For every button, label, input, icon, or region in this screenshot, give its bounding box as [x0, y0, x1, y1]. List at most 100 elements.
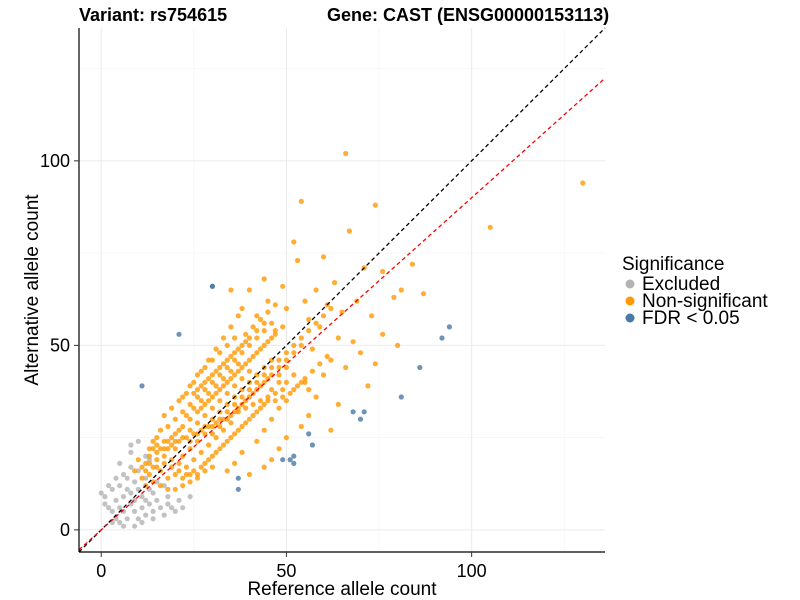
point-non-significant: [191, 457, 197, 463]
point-excluded: [187, 494, 193, 500]
point-non-significant: [183, 412, 189, 419]
point-excluded: [154, 479, 160, 485]
point-excluded: [172, 508, 178, 514]
point-non-significant: [217, 387, 223, 393]
point-non-significant: [243, 361, 249, 367]
point-fdr-0-05: [291, 460, 297, 466]
point-non-significant: [265, 309, 271, 315]
point-non-significant: [232, 431, 238, 437]
point-non-significant: [232, 409, 238, 415]
legend-label-fdr-0-05: FDR < 0.05: [642, 308, 740, 329]
point-non-significant: [165, 423, 171, 430]
point-non-significant: [246, 357, 252, 363]
point-non-significant: [265, 398, 271, 404]
x-tick-label: 50: [276, 561, 296, 581]
point-non-significant: [276, 446, 282, 452]
point-non-significant: [220, 383, 227, 389]
point-non-significant: [213, 390, 219, 396]
point-non-significant: [291, 372, 297, 378]
point-non-significant: [202, 387, 208, 393]
point-non-significant: [309, 346, 315, 352]
point-non-significant: [146, 460, 152, 466]
point-excluded: [117, 460, 123, 466]
point-non-significant: [243, 331, 249, 337]
point-excluded: [161, 483, 167, 489]
x-axis-title: Reference allele count: [247, 579, 437, 600]
point-non-significant: [328, 305, 334, 312]
point-non-significant: [228, 376, 234, 382]
point-non-significant: [198, 383, 204, 389]
point-non-significant: [161, 438, 167, 444]
point-non-significant: [391, 294, 397, 300]
point-excluded: [124, 486, 130, 492]
point-non-significant: [335, 401, 341, 407]
point-non-significant: [261, 328, 267, 334]
point-non-significant: [176, 398, 182, 404]
point-non-significant: [372, 361, 378, 367]
point-fdr-0-05: [357, 416, 364, 422]
point-non-significant: [272, 390, 278, 396]
point-fdr-0-05: [309, 442, 315, 448]
point-non-significant: [420, 291, 427, 297]
point-non-significant: [261, 372, 267, 378]
point-non-significant: [143, 468, 149, 474]
point-excluded: [161, 512, 167, 518]
point-non-significant: [224, 409, 230, 415]
point-non-significant: [157, 446, 164, 452]
point-non-significant: [261, 464, 267, 470]
point-non-significant: [298, 198, 304, 204]
point-fdr-0-05: [350, 409, 356, 415]
point-non-significant: [217, 372, 223, 378]
point-excluded: [113, 475, 119, 481]
point-non-significant: [154, 442, 160, 448]
point-excluded: [120, 471, 127, 478]
point-non-significant: [313, 394, 319, 400]
point-excluded: [113, 516, 119, 522]
point-non-significant: [343, 150, 349, 157]
point-non-significant: [398, 287, 404, 293]
point-non-significant: [202, 364, 208, 371]
point-non-significant: [235, 409, 241, 415]
point-non-significant: [261, 320, 267, 326]
point-non-significant: [194, 372, 201, 378]
point-non-significant: [139, 464, 145, 470]
point-non-significant: [191, 379, 197, 385]
point-non-significant: [280, 387, 286, 393]
grid: [79, 28, 605, 552]
point-non-significant: [365, 383, 371, 389]
point-non-significant: [172, 486, 178, 492]
point-non-significant: [343, 364, 349, 371]
point-non-significant: [224, 390, 230, 396]
point-non-significant: [276, 357, 282, 363]
point-non-significant: [206, 376, 212, 382]
point-non-significant: [213, 383, 219, 389]
axis-ticks: 0 50 100 0 50 100: [40, 151, 487, 581]
point-non-significant: [257, 346, 264, 352]
point-non-significant: [139, 475, 145, 481]
point-non-significant: [165, 446, 171, 452]
point-non-significant: [243, 339, 249, 345]
point-non-significant: [165, 475, 171, 481]
point-fdr-0-05: [209, 283, 215, 289]
point-non-significant: [169, 442, 175, 448]
point-non-significant: [198, 368, 204, 374]
point-non-significant: [224, 379, 230, 385]
point-non-significant: [246, 387, 252, 393]
point-non-significant: [257, 398, 264, 404]
point-non-significant: [220, 427, 227, 433]
point-non-significant: [239, 305, 245, 312]
point-non-significant: [283, 350, 289, 356]
point-non-significant: [187, 427, 193, 433]
point-non-significant: [228, 412, 234, 419]
point-non-significant: [487, 224, 493, 230]
point-non-significant: [150, 479, 156, 485]
point-non-significant: [283, 364, 289, 371]
point-non-significant: [202, 379, 208, 385]
x-tick-label: 100: [457, 561, 487, 581]
point-non-significant: [235, 368, 241, 374]
point-excluded: [169, 505, 175, 511]
point-excluded: [150, 490, 156, 496]
point-non-significant: [306, 412, 312, 419]
point-non-significant: [228, 353, 234, 359]
